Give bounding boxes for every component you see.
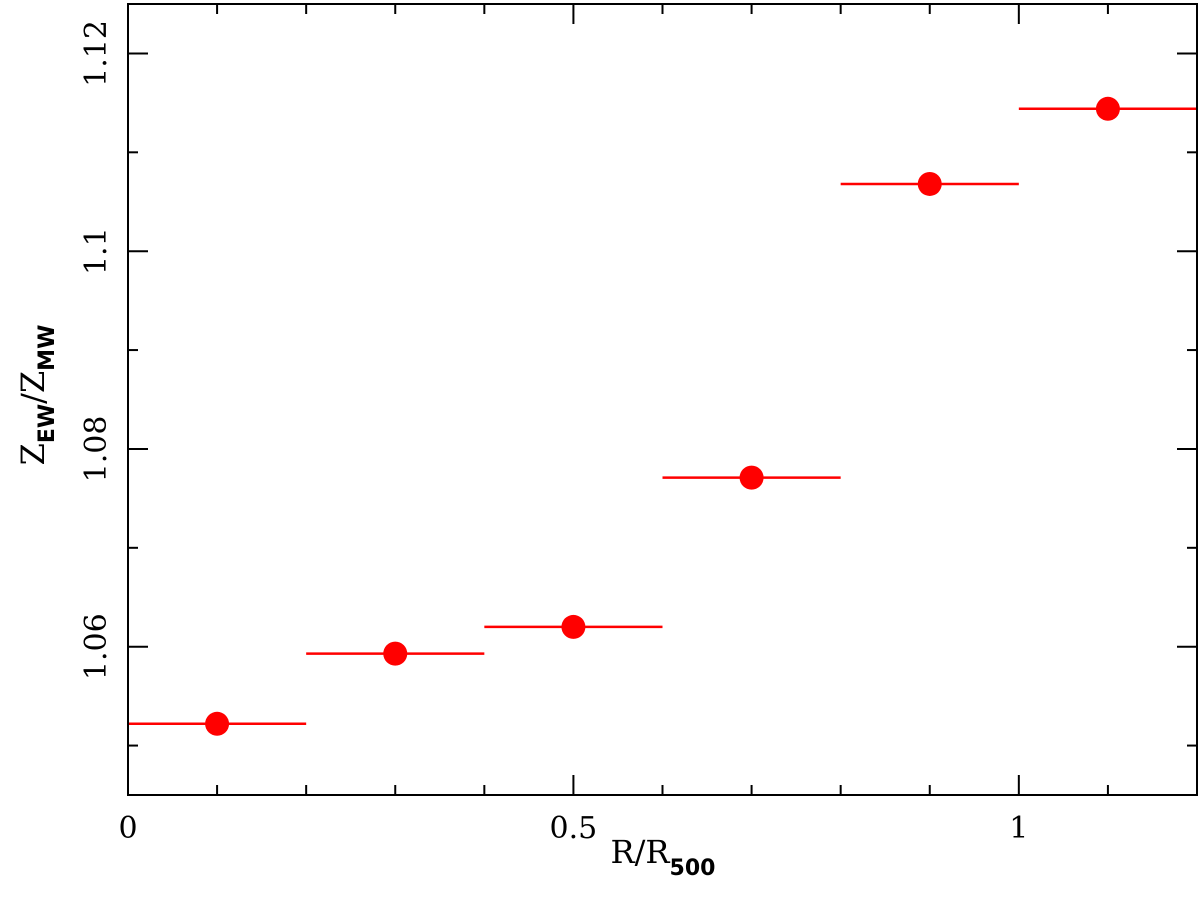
y-tick-label: 1.1 [79, 227, 114, 275]
data-point [1095, 96, 1120, 121]
data-point [383, 641, 408, 666]
x-axis-label: R/R500 [611, 833, 716, 881]
x-axis-label-subscript: 500 [670, 856, 716, 881]
y-axis-label-separator: /Z [14, 371, 52, 404]
x-tick-label: 1 [1009, 811, 1028, 846]
plot-frame [127, 3, 1198, 796]
x-tick-label: 0 [118, 811, 137, 846]
y-tick-label: 1.08 [79, 416, 114, 483]
data-marks [128, 96, 1197, 736]
data-point [917, 171, 942, 196]
data-point [205, 711, 230, 736]
y-axis-label-main1: Z [14, 443, 52, 465]
data-point [561, 614, 586, 639]
data-point [739, 465, 764, 490]
x-axis-label-main: R/R [611, 833, 671, 871]
x-tick-label: 0.5 [550, 811, 598, 846]
y-tick-label: 1.06 [79, 613, 114, 680]
y-axis-label: ZEW/ZMW [14, 325, 60, 466]
y-tick-label: 1.12 [79, 20, 114, 87]
tick-labels: 0 0.5 1 1.06 1.08 1.1 1.12 [79, 20, 1028, 846]
y-axis-label-subscript1: EW [35, 404, 60, 443]
y-axis-label-subscript2: MW [35, 325, 60, 371]
axis-ticks [127, 4, 1198, 795]
